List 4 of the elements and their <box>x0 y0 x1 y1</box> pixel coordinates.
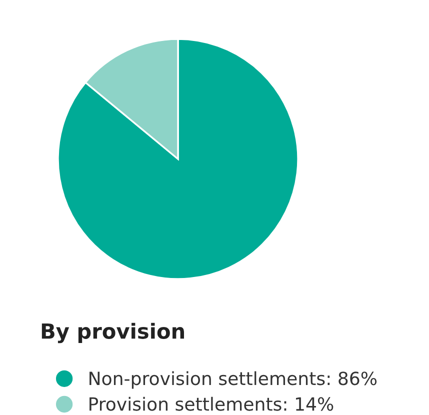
text: By provision <box>42 322 184 344</box>
pie-slice <box>57 38 299 280</box>
legend-label: Non-provision settlements: 86% <box>90 371 377 389</box>
legend-label: Provision settlements: 14% <box>90 396 334 411</box>
